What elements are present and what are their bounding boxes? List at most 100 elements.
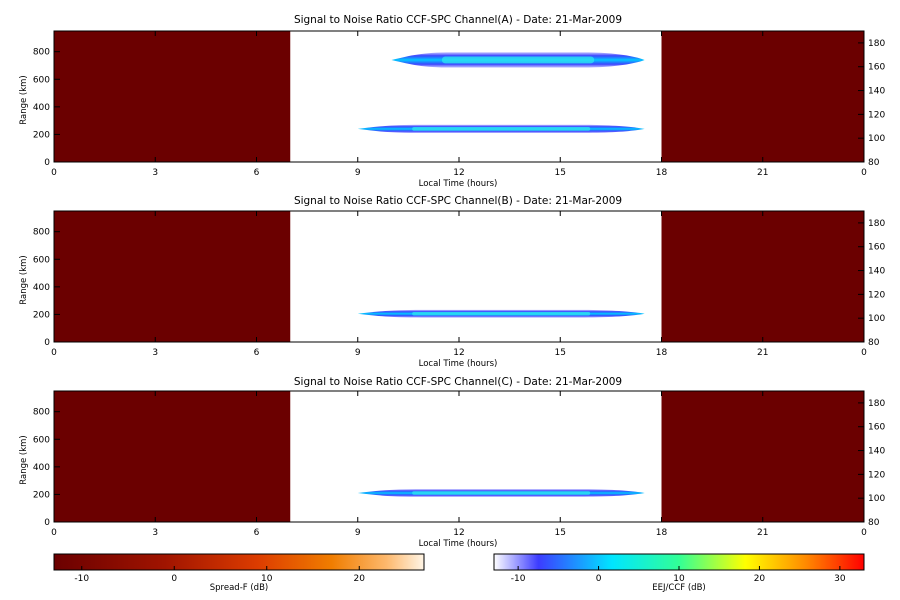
panel-a-ylabel: Range (km): [19, 75, 29, 124]
x-tick-label: 18: [656, 528, 668, 538]
y2-tick-label: 120: [868, 110, 885, 120]
panel-a-title: Signal to Noise Ratio CCF-SPC Channel(A)…: [294, 14, 622, 26]
y-tick-label: 200: [33, 310, 50, 320]
x-tick-label: 0: [861, 168, 867, 178]
colorbar-eej-ccf-ticks: -10 0 10 20 30: [511, 566, 846, 584]
x-tick-label: 3: [152, 168, 158, 178]
x-tick-label: 0: [861, 348, 867, 358]
colorbar-tick-label: 30: [834, 574, 846, 584]
colorbar-spread-f-label: Spread-F (dB): [210, 583, 268, 593]
x-tick-label: 21: [757, 168, 768, 178]
y-tick-label: 200: [33, 490, 50, 500]
no-data-region: [54, 211, 291, 342]
colorbar-spread-f-ramp: [53, 553, 425, 571]
echo-band-core: [412, 491, 591, 495]
x-tick-label: 0: [51, 528, 57, 538]
echo-band-core: [441, 56, 595, 64]
no-data-region: [54, 391, 291, 522]
y2-tick-label: 140: [868, 87, 885, 97]
panel-b-plot: 0 3 6 9 12 15 18 21 0020040060080080100120140160…: [33, 210, 885, 358]
y2-tick-label: 160: [868, 243, 885, 253]
x-tick-label: 15: [555, 348, 566, 358]
y-tick-label: 0: [44, 158, 50, 168]
colorbar-tick-label: 10: [673, 574, 685, 584]
y-tick-label: 200: [33, 130, 50, 140]
x-tick-label: 3: [152, 348, 158, 358]
y-tick-label: 600: [33, 75, 50, 85]
y2-tick-label: 180: [868, 39, 885, 49]
x-tick-label: 15: [555, 528, 566, 538]
colorbar-eej-ccf-label: EEJ/CCF (dB): [652, 583, 705, 593]
x-tick-label: 9: [355, 168, 361, 178]
colorbar-tick-label: -10: [511, 574, 526, 584]
x-tick-label: 6: [254, 348, 260, 358]
y2-tick-label: 180: [868, 399, 885, 409]
colorbar-tick-label: 20: [754, 574, 766, 584]
y2-tick-label: 140: [868, 267, 885, 277]
y-tick-label: 600: [33, 435, 50, 445]
y2-tick-label: 80: [868, 158, 880, 168]
y2-tick-label: 120: [868, 470, 885, 480]
y-tick-label: 400: [33, 283, 50, 293]
x-tick-label: 9: [355, 348, 361, 358]
no-data-region: [661, 211, 864, 342]
panel-b-title: Signal to Noise Ratio CCF-SPC Channel(B)…: [294, 195, 622, 207]
y-tick-label: 0: [44, 338, 50, 348]
y2-tick-label: 80: [868, 338, 880, 348]
y2-tick-label: 100: [868, 494, 885, 504]
panel-b: Signal to Noise Ratio CCF-SPC Channel(B)…: [19, 195, 885, 369]
panel-a-plot: 0 3 6 9 12 15 18 21 0020040060080080100120140160…: [33, 30, 885, 178]
colorbar-spread-f-ticks: -10 0 10 20: [74, 566, 365, 584]
y-tick-label: 800: [33, 48, 50, 58]
x-tick-label: 0: [51, 348, 57, 358]
y2-tick-label: 140: [868, 447, 885, 457]
colorbar-tick-label: 10: [261, 574, 273, 584]
colorbar-eej-ccf: -10 0 10 20 30 EEJ/CCF (dB): [493, 553, 865, 593]
x-tick-label: 18: [656, 348, 668, 358]
colorbar-spread-f: -10 0 10 20 Spread-F (dB): [53, 553, 425, 593]
no-data-region: [661, 391, 864, 522]
y-tick-label: 400: [33, 103, 50, 113]
echo-band-core: [412, 127, 591, 131]
x-tick-label: 6: [254, 528, 260, 538]
colorbar-tick-label: 20: [354, 574, 366, 584]
panel-c-ylabel: Range (km): [19, 435, 29, 484]
x-tick-label: 12: [453, 348, 464, 358]
x-tick-label: 21: [757, 348, 768, 358]
y2-tick-label: 120: [868, 290, 885, 300]
x-tick-label: 3: [152, 528, 158, 538]
x-tick-label: 12: [453, 528, 464, 538]
y-tick-label: 0: [44, 518, 50, 528]
panel-a: Signal to Noise Ratio CCF-SPC Channel(A)…: [19, 14, 885, 189]
panel-c: Signal to Noise Ratio CCF-SPC Channel(C)…: [19, 376, 885, 549]
y-tick-label: 400: [33, 463, 50, 473]
panel-c-plot: 0 3 6 9 12 15 18 21 0020040060080080100120140160…: [33, 390, 885, 538]
colorbar-tick-label: 0: [171, 574, 177, 584]
x-tick-label: 18: [656, 168, 668, 178]
x-tick-label: 0: [51, 168, 57, 178]
x-tick-label: 0: [861, 528, 867, 538]
y-tick-label: 800: [33, 408, 50, 418]
x-tick-label: 21: [757, 528, 768, 538]
y2-tick-label: 100: [868, 134, 885, 144]
panel-a-xlabel: Local Time (hours): [419, 179, 498, 189]
x-tick-label: 12: [453, 168, 464, 178]
panel-c-title: Signal to Noise Ratio CCF-SPC Channel(C)…: [294, 376, 622, 388]
panel-b-xlabel: Local Time (hours): [419, 359, 498, 369]
y-tick-label: 600: [33, 255, 50, 265]
panel-c-xlabel: Local Time (hours): [419, 539, 498, 549]
y2-tick-label: 160: [868, 423, 885, 433]
x-tick-label: 6: [254, 168, 260, 178]
colorbar-tick-label: 0: [596, 574, 602, 584]
y-tick-label: 800: [33, 228, 50, 238]
x-tick-label: 15: [555, 168, 566, 178]
y2-tick-label: 100: [868, 314, 885, 324]
no-data-region: [661, 31, 864, 162]
echo-band-core: [412, 311, 591, 316]
y2-tick-label: 180: [868, 219, 885, 229]
x-tick-label: 9: [355, 528, 361, 538]
y2-tick-label: 160: [868, 63, 885, 73]
colorbar-tick-label: -10: [74, 574, 89, 584]
panel-b-ylabel: Range (km): [19, 255, 29, 304]
